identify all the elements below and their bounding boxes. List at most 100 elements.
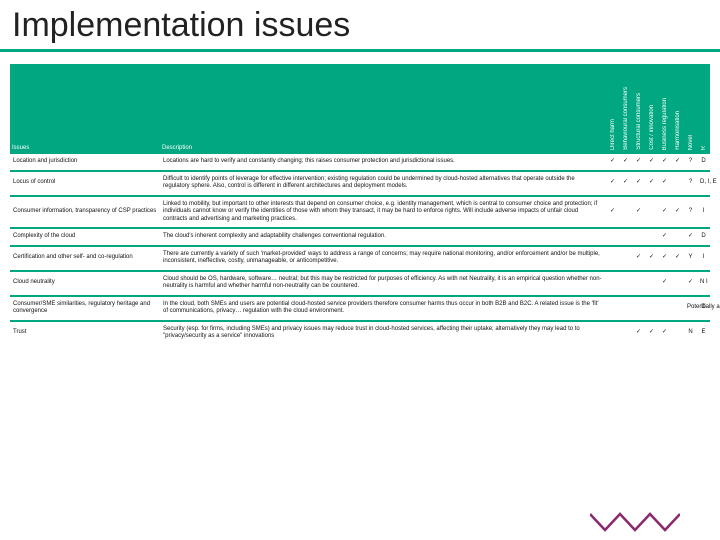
cell-mark — [645, 271, 658, 296]
cell-mark: ✓ — [684, 271, 697, 296]
cell-issue: Certification and other self- and co-reg… — [10, 246, 160, 271]
cell-mark: ? — [684, 196, 697, 229]
cell-mark — [645, 196, 658, 229]
cell-description: Locations are hard to verify and constan… — [160, 154, 606, 171]
issues-table: Issues Description Direct harm Behaviour… — [10, 64, 710, 345]
cell-issue: Consumer information, transparency of CS… — [10, 196, 160, 229]
table-body: Location and jurisdictionLocations are h… — [10, 154, 710, 345]
cell-mark: ✓ — [671, 196, 684, 229]
cell-mark: ✓ — [632, 321, 645, 345]
cell-issue: Location and jurisdiction — [10, 154, 160, 171]
cell-mark: Potentially applies across the board — [684, 296, 697, 321]
cell-mark: ✓ — [632, 154, 645, 171]
cell-mark: ✓ — [619, 154, 632, 171]
cell-mark: N I — [697, 271, 710, 296]
col-business-reg: Business regulation — [658, 64, 671, 154]
cell-issue: Complexity of the cloud — [10, 228, 160, 246]
cell-mark — [671, 228, 684, 246]
cell-mark — [658, 296, 671, 321]
col-harmonisation: Harmonisation — [671, 64, 684, 154]
cell-description: Security (esp. for firms, including SMEs… — [160, 321, 606, 345]
cell-mark: ✓ — [658, 196, 671, 229]
cell-mark — [645, 296, 658, 321]
cell-mark: ✓ — [658, 228, 671, 246]
table-row: Consumer/SME similarities, regulatory he… — [10, 296, 710, 321]
cell-mark — [606, 246, 619, 271]
cell-mark: D, I, E — [697, 171, 710, 196]
cell-mark — [619, 271, 632, 296]
cell-description: Cloud should be OS, hardware, software… … — [160, 271, 606, 296]
cell-mark — [606, 228, 619, 246]
cell-description: There are currently a variety of such 'm… — [160, 246, 606, 271]
table-row: Cloud neutralityCloud should be OS, hard… — [10, 271, 710, 296]
cell-mark — [606, 296, 619, 321]
cell-mark: D — [697, 154, 710, 171]
cell-mark: ✓ — [671, 154, 684, 171]
cell-mark: ✓ — [632, 246, 645, 271]
cell-mark: N — [684, 321, 697, 345]
table-row: Consumer information, transparency of CS… — [10, 196, 710, 229]
cell-mark — [671, 171, 684, 196]
cell-mark — [619, 296, 632, 321]
cell-mark — [606, 271, 619, 296]
cell-mark: ✓ — [645, 171, 658, 196]
col-issues: Issues — [10, 64, 160, 154]
cell-issue: Cloud neutrality — [10, 271, 160, 296]
cell-mark — [632, 228, 645, 246]
cell-issue: Locus of control — [10, 171, 160, 196]
header-row: Issues Description Direct harm Behaviour… — [10, 64, 710, 154]
cell-mark: ✓ — [658, 246, 671, 271]
col-direct-harm: Direct harm — [606, 64, 619, 154]
col-novel: Novel — [684, 64, 697, 154]
cell-mark: I — [697, 246, 710, 271]
cell-mark: ✓ — [606, 154, 619, 171]
col-behavioural: Behavioural consumers — [619, 64, 632, 154]
cell-issue: Consumer/SME similarities, regulatory he… — [10, 296, 160, 321]
cell-mark: I — [697, 196, 710, 229]
table-row: Certification and other self- and co-reg… — [10, 246, 710, 271]
cell-mark: ? — [684, 154, 697, 171]
title-underline — [0, 49, 720, 52]
cell-mark: ✓ — [606, 196, 619, 229]
cell-mark: ✓ — [606, 171, 619, 196]
cell-mark — [645, 228, 658, 246]
cell-mark: Y — [684, 246, 697, 271]
cell-issue: Trust — [10, 321, 160, 345]
cell-description: Difficult to identify points of leverage… — [160, 171, 606, 196]
cell-description: In the cloud, both SMEs and users are po… — [160, 296, 606, 321]
cell-description: Linked to mobility, but important to oth… — [160, 196, 606, 229]
cell-mark — [671, 271, 684, 296]
cell-mark — [619, 196, 632, 229]
cell-mark: ✓ — [684, 228, 697, 246]
col-cost-innov: Cost / innovation — [645, 64, 658, 154]
cell-mark: ✓ — [658, 154, 671, 171]
cell-mark: ✓ — [658, 271, 671, 296]
cell-mark — [671, 296, 684, 321]
col-r: R — [697, 64, 710, 154]
cell-mark: ✓ — [645, 154, 658, 171]
cell-mark — [619, 321, 632, 345]
cell-description: The cloud's inherent complexity and adap… — [160, 228, 606, 246]
col-description: Description — [160, 64, 606, 154]
cell-mark — [671, 321, 684, 345]
table-row: Location and jurisdictionLocations are h… — [10, 154, 710, 171]
page-title: Implementation issues — [0, 0, 720, 49]
cell-mark — [619, 246, 632, 271]
cell-mark: ✓ — [671, 246, 684, 271]
cell-mark — [632, 271, 645, 296]
cell-mark: ✓ — [658, 171, 671, 196]
cell-mark: ✓ — [632, 171, 645, 196]
table-row: Locus of controlDifficult to identify po… — [10, 171, 710, 196]
table-row: TrustSecurity (esp. for firms, including… — [10, 321, 710, 345]
table-row: Complexity of the cloudThe cloud's inher… — [10, 228, 710, 246]
cell-mark: ✓ — [645, 321, 658, 345]
footer-zigzag — [590, 512, 680, 532]
col-structural: Structural consumers — [632, 64, 645, 154]
issues-table-wrap: Issues Description Direct harm Behaviour… — [10, 64, 710, 500]
cell-mark: E — [697, 321, 710, 345]
cell-mark: ✓ — [645, 246, 658, 271]
cell-mark: ✓ — [658, 321, 671, 345]
cell-mark: ✓ — [619, 171, 632, 196]
cell-mark: ? — [684, 171, 697, 196]
cell-mark: ✓ — [632, 196, 645, 229]
